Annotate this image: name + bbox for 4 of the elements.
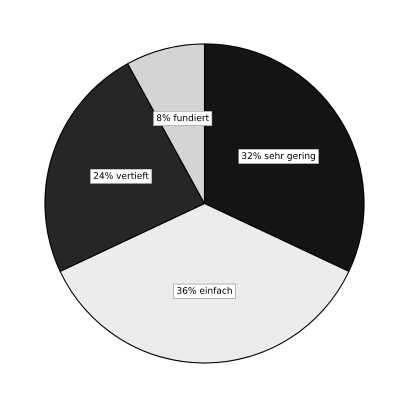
slice-label: 24% vertieft xyxy=(94,172,149,180)
slice-label: 8% fundiert xyxy=(156,114,209,122)
slice-label: 36% einfach xyxy=(177,286,232,294)
slice-label: 32% sehr gering xyxy=(242,152,315,161)
